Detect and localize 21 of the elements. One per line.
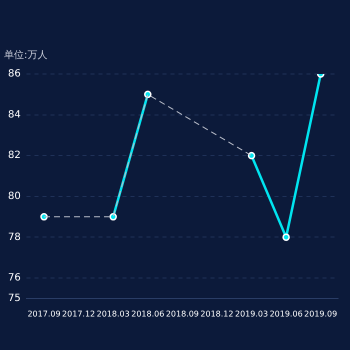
point — [144, 90, 152, 98]
point — [248, 152, 256, 160]
x-tick-label: 2018.03 — [96, 309, 130, 318]
y-tick-label: 86 — [8, 68, 21, 80]
x-tick-label: 2019.06 — [270, 309, 303, 318]
y-tick-label: 76 — [8, 272, 21, 284]
x-tick-label: 2018.09 — [166, 309, 199, 318]
point — [282, 233, 290, 241]
x-tick-label: 2018.06 — [131, 309, 164, 318]
y-axis-title: 单位:万人 — [4, 48, 48, 62]
x-tick-label: 2018.12 — [200, 309, 234, 318]
y-tick-label: 82 — [8, 150, 21, 162]
y-tick-label: 84 — [8, 109, 21, 120]
y-tick-label: 80 — [8, 190, 21, 202]
x-tick-label: 2019.03 — [234, 309, 268, 318]
x-tick-label: 2017.12 — [62, 309, 96, 318]
point — [109, 213, 117, 221]
y-tick-label: 75 — [8, 292, 21, 304]
x-tick-label: 2017.09 — [27, 309, 61, 318]
y-tick-label: 78 — [8, 232, 21, 243]
x-tick-label: 2019.09 — [304, 309, 338, 318]
